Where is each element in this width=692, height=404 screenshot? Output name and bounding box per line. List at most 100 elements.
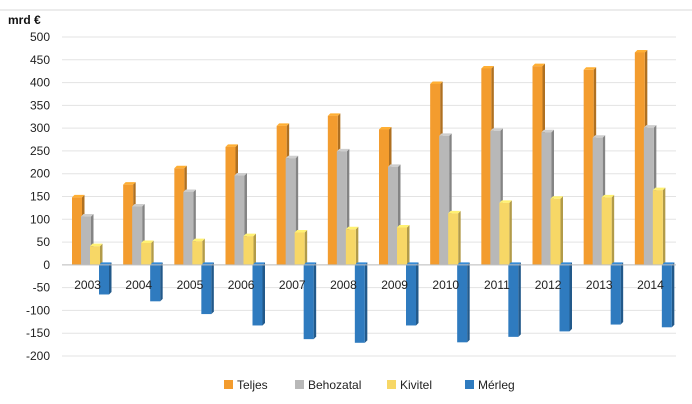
bar-behozatal: [541, 132, 552, 265]
bar-kivitel: [550, 198, 561, 265]
bar-top: [406, 262, 419, 265]
bar-top: [439, 133, 452, 136]
bar-mérleg: [303, 264, 314, 340]
y-tick-label: 50: [37, 235, 51, 249]
y-tick-label: 250: [30, 144, 50, 158]
bar-side: [160, 262, 163, 302]
y-axis: 500450400350300250200150100500-50-100-15…: [26, 30, 50, 363]
bar-top: [123, 182, 136, 185]
bar-mérleg: [559, 264, 570, 332]
legend-item: Mérleg: [465, 378, 515, 392]
bar-teljes: [481, 68, 492, 265]
bar-side: [620, 262, 624, 325]
bar-side: [355, 226, 359, 265]
y-tick-label: 0: [43, 258, 50, 272]
bar-top: [252, 262, 265, 265]
bar-behozatal: [132, 206, 143, 265]
legend-swatch: [465, 380, 474, 389]
bar-side: [518, 262, 521, 337]
bar-teljes: [327, 115, 338, 265]
bar-top: [327, 113, 341, 116]
y-axis-label: mrd €: [8, 13, 41, 27]
bar-behozatal: [234, 175, 245, 265]
bar-top: [303, 262, 317, 265]
bar-teljes: [379, 129, 389, 265]
legend: Teljes Behozatal Kivitel Mérleg: [224, 378, 515, 392]
bar-teljes: [532, 66, 543, 265]
bar-side: [662, 187, 666, 265]
bar-behozatal: [388, 166, 398, 265]
bar-mérleg: [99, 264, 109, 295]
bar-side: [109, 262, 112, 295]
bar-side: [253, 233, 256, 265]
bar-top: [141, 240, 154, 243]
bar-side: [313, 262, 317, 340]
bar-top: [643, 125, 657, 128]
bar-top: [243, 233, 256, 237]
bar-top: [379, 127, 392, 130]
bar-side: [151, 240, 154, 265]
bar-behozatal: [183, 191, 194, 265]
bar-mérleg: [661, 264, 672, 328]
bar-top: [99, 262, 112, 265]
bar-top: [132, 204, 145, 207]
bar-side: [569, 262, 572, 332]
y-tick-label: -200: [26, 349, 50, 363]
bar-teljes: [276, 125, 287, 265]
bar-top: [183, 189, 196, 192]
bar-top: [499, 200, 512, 203]
x-category-label: 2004: [125, 278, 152, 292]
bar-top: [490, 128, 503, 131]
bar-top: [72, 194, 85, 198]
legend-item: Behozatal: [295, 378, 361, 392]
y-tick-label: 500: [30, 30, 50, 44]
x-category-label: 2013: [586, 278, 613, 292]
bar-mérleg: [354, 264, 365, 343]
bar-top: [150, 262, 163, 265]
bar-side: [671, 262, 675, 328]
bar-top: [601, 194, 615, 198]
bar-top: [174, 165, 187, 169]
bar-top: [285, 155, 299, 159]
y-tick-label: -50: [33, 281, 51, 295]
bar-side: [100, 243, 103, 265]
bar-side: [364, 262, 368, 343]
bar-top: [192, 238, 205, 242]
bar-top: [90, 243, 103, 247]
x-axis: 2003 2004 2005 2006 2007 2008 2009 2010 2011 2012…: [62, 264, 676, 292]
legend-swatch: [387, 380, 396, 389]
bar-top: [481, 65, 494, 69]
bar-top: [583, 67, 597, 70]
bar-behozatal: [643, 127, 654, 265]
legend-label: Mérleg: [478, 378, 515, 392]
bar-top: [81, 214, 94, 217]
bar-behozatal: [285, 158, 296, 265]
bar-top: [294, 230, 308, 233]
bar-top: [457, 262, 470, 265]
bar-top: [610, 262, 624, 265]
bar-side: [416, 262, 419, 326]
bar-top: [508, 262, 521, 265]
bar-kivitel: [90, 246, 100, 265]
bar-behozatal: [81, 216, 91, 265]
y-tick-label: 450: [30, 53, 50, 67]
bar-teljes: [634, 52, 645, 265]
bar-kivitel: [397, 227, 407, 265]
y-tick-label: 200: [30, 167, 50, 181]
bar-side: [467, 262, 470, 343]
bar-top: [448, 210, 461, 214]
bar-teljes: [430, 83, 441, 265]
bar-teljes: [583, 69, 594, 265]
bars: [72, 49, 675, 343]
x-category-label: 2011: [484, 278, 510, 292]
bar-side: [407, 224, 410, 265]
bar-kivitel: [141, 242, 152, 265]
y-tick-label: 150: [30, 190, 50, 204]
bar-mérleg: [252, 264, 263, 326]
x-category-label: 2003: [74, 278, 101, 292]
x-category-label: 2012: [535, 278, 562, 292]
bar-top: [559, 262, 572, 265]
bar-side: [560, 196, 563, 265]
x-category-label: 2008: [330, 278, 357, 292]
